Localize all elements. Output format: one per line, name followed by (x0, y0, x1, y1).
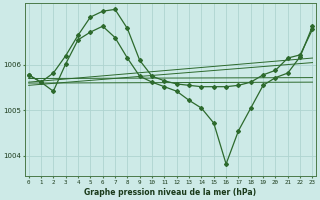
X-axis label: Graphe pression niveau de la mer (hPa): Graphe pression niveau de la mer (hPa) (84, 188, 257, 197)
